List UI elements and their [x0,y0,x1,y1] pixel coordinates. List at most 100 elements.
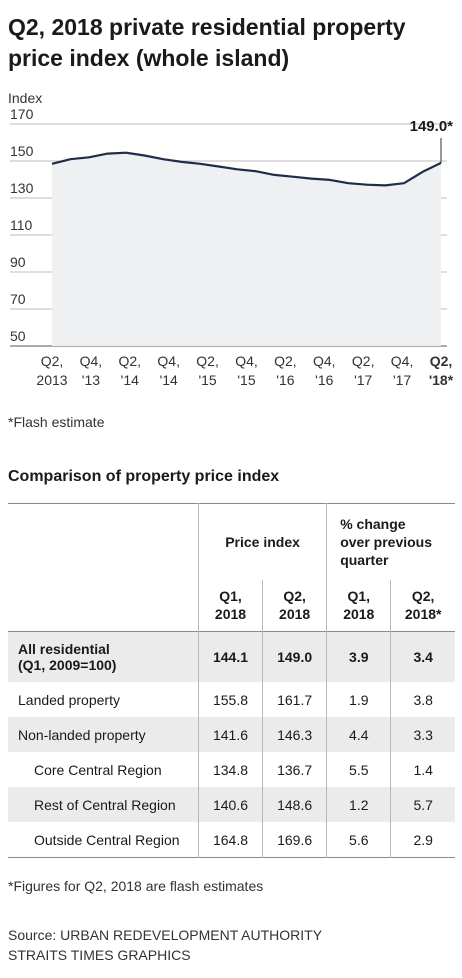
row-label: Landed property [18,691,120,708]
subheader-change-q2: Q2, 2018* [390,579,455,632]
cell-price-q1: 164.8 [197,822,263,858]
flash-estimate-note: *Flash estimate [8,414,105,430]
y-tick-label: 90 [10,254,26,270]
x-tick-label: Q2, [352,353,375,369]
x-tick-label: '15 [198,372,216,388]
source-credit: Source: URBAN REDEVELOPMENT AUTHORITY ST… [8,925,322,965]
row-label: All residential (Q1, 2009=100) [8,631,199,682]
row-label: Core Central Region [34,761,162,778]
source-line-1: Source: URBAN REDEVELOPMENT AUTHORITY [8,927,323,943]
table-title: Comparison of property price index [8,468,280,485]
cell-change-q1: 5.6 [326,822,391,858]
cell-change-q1: 4.4 [326,717,391,752]
subheader-change-q2-line-2: 2018* [404,606,442,623]
row-label: Non-landed property [8,717,199,752]
area-fill-layer [52,152,441,346]
cell-price-q2: 169.6 [262,822,327,858]
cell-change-q2: 3.4 [390,631,455,682]
y-tick-label: 130 [10,180,34,196]
cell-change-q2: 3.3 [390,717,455,752]
x-tick-label: Q2, [119,353,142,369]
subheader-price-q1-line-1: Q1, [219,588,242,605]
x-tick-label: 2013 [36,372,67,388]
table-row: Landed property 155.8 161.7 1.9 3.8 [8,682,455,717]
series-line-layer [51,151,442,187]
series-line [51,151,442,187]
x-tick-label: Q2, [196,353,219,369]
subheader-price-q2: Q2, 2018 [262,579,327,632]
table-footnote: *Figures for Q2, 2018 are flash estimate… [8,878,264,894]
x-tick-label: '14 [121,372,139,388]
y-tick-label: 70 [10,291,26,307]
comparison-table: Price index % change over previous quart… [8,503,455,858]
cell-change-q2: 5.7 [390,787,455,822]
row-label: Outside Central Region [34,831,180,848]
header-empty-cell [8,504,198,580]
cell-change-q2: 2.9 [390,822,455,858]
x-tick-label: Q4, [313,353,336,369]
source-line-2: STRAITS TIMES GRAPHICS [8,947,191,963]
cell-price-q2: 148.6 [262,787,327,822]
chart-title-line-2: price index (whole island) [8,45,290,71]
chart-title-line-1: Q2, 2018 private residential property [8,14,406,40]
table-row: All residential (Q1, 2009=100) 144.1 149.… [8,631,455,682]
annotation-label: 149.0* [410,118,454,135]
subheader-price-q1: Q1, 2018 [197,579,263,632]
x-tick-label: Q2, [274,353,297,369]
x-tick-labels: Q2, 2013 Q4, '13 Q2, '14 Q4, '14 Q2, '15 Q4, '15 Q2,… [36,353,453,388]
x-tick-label: Q4, [157,353,180,369]
y-tick-label: 110 [10,217,33,233]
header-percent-change-line-2: over previous [340,533,433,550]
row-label: Rest of Central Region [8,787,199,822]
header-percent-change: % change over previous quarter [326,503,455,580]
x-tick-label: '16 [315,372,333,388]
cell-price-q1: 155.8 [197,682,263,717]
header-empty-cell [8,580,198,632]
header-percent-change-line-3: quarter [340,551,389,568]
table-row: Core Central Region 134.8 136.7 5.5 1.4 [8,752,455,787]
y-tick-label: 50 [10,328,26,344]
y-tick-label: 170 [10,106,34,122]
x-tick-label: Q4, [235,353,258,369]
header-percent-change-line-1: % change [340,515,406,532]
x-tick-label: '16 [276,372,294,388]
cell-price-q1: 141.6 [197,717,263,752]
x-tick-label: '17 [354,372,372,388]
x-tick-label: Q2, [41,353,64,369]
table-row: Outside Central Region 164.8 169.6 5.6 2… [8,822,455,858]
row-label-line-2: (Q1, 2009=100) [18,657,117,673]
table-row: Rest of Central Region 140.6 148.6 1.2 5… [8,787,455,822]
x-tick-label: '18* [429,372,454,388]
cell-change-q1: 3.9 [326,631,391,682]
y-axis-label: Index [8,90,42,106]
table-row: Non-landed property 141.6 146.3 4.4 3.3 [8,717,455,752]
cell-price-q1: 144.1 [197,631,263,682]
x-tick-label: Q4, [391,353,414,369]
subheader-change-q1-line-1: Q1, [347,588,371,605]
y-tick-labels: 50 70 90 110 130 150 170 [10,106,34,344]
cell-price-q1: 140.6 [197,787,263,822]
cell-change-q1: 1.2 [326,787,391,822]
subheader-price-q2-line-1: Q2, [283,588,306,605]
cell-change-q2: 3.8 [390,682,455,717]
x-tick-label: '17 [393,372,411,388]
x-tick-label: Q2, [430,353,453,369]
x-tick-label: '13 [82,372,100,388]
chart-title: Q2, 2018 private residential property pr… [8,12,458,74]
cell-price-q2: 136.7 [262,752,327,787]
row-label-line-1: All residential [18,641,110,657]
header-price-index: Price index [197,503,327,580]
cell-price-q2: 146.3 [262,717,327,752]
cell-price-q2: 149.0 [262,631,327,682]
x-tick-label: '15 [237,372,255,388]
subheader-price-q1-line-2: 2018 [214,606,247,623]
subheader-change-q1: Q1, 2018 [326,579,391,632]
cell-price-q2: 161.7 [262,682,327,717]
subheader-change-q2-line-1: Q2, [411,588,435,605]
cell-change-q2: 1.4 [390,752,455,787]
area-fill [52,152,441,346]
x-tick-label: Q4, [80,353,103,369]
subheader-change-q1-line-2: 2018 [343,606,375,623]
y-tick-label: 150 [10,143,34,159]
subheader-price-q2-line-2: 2018 [279,606,311,623]
